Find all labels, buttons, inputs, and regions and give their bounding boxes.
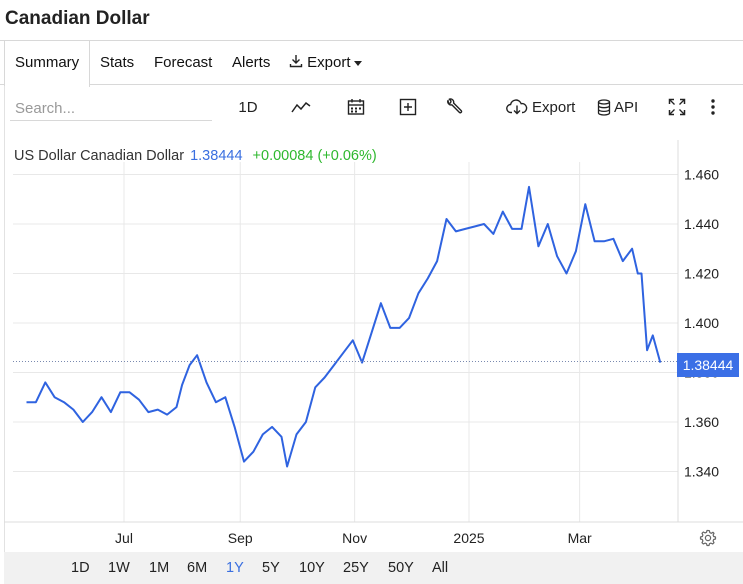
chart-export-button[interactable]: Export: [506, 93, 578, 121]
x-axis: Jul Sep Nov 2025 Mar: [115, 530, 592, 546]
range-selector: 1D 1W 1M 6M 1Y 5Y 10Y 25Y 50Y All: [4, 552, 743, 584]
tab-forecast-label: Forecast: [154, 54, 213, 71]
y-tick-label: 1.340: [684, 464, 719, 480]
y-tick-label: 1.460: [684, 167, 719, 183]
cloud-download-icon: [506, 99, 528, 115]
top-tab-bar: Summary Stats Forecast Alerts Export: [0, 40, 743, 87]
tab-stats-label: Stats: [100, 54, 135, 71]
range-all-button[interactable]: All: [432, 560, 449, 576]
tab-summary-label: Summary: [15, 54, 80, 71]
quote-summary: US Dollar Canadian Dollar 1.38444 +0.000…: [14, 148, 377, 164]
chart-settings-button[interactable]: [698, 528, 718, 548]
page-title: Canadian Dollar: [5, 8, 150, 29]
quote-change: +0.00084 (+0.06%): [252, 148, 377, 164]
last-price-tag: 1.38444: [677, 353, 739, 377]
range-1y-button[interactable]: 1Y: [226, 560, 244, 576]
x-tick-label: Sep: [228, 530, 253, 546]
range-10y-button[interactable]: 10Y: [299, 560, 325, 576]
date-range-button[interactable]: [346, 93, 366, 121]
tab-alerts[interactable]: Alerts: [232, 41, 270, 85]
settings-tool-button[interactable]: [444, 93, 464, 121]
tab-stats[interactable]: Stats: [100, 41, 134, 85]
tab-summary[interactable]: Summary: [4, 41, 90, 87]
range-6m-button[interactable]: 6M: [187, 560, 208, 576]
tab-export-dropdown[interactable]: Export: [289, 41, 362, 85]
x-tick-label: 2025: [453, 530, 484, 546]
range-50y-button[interactable]: 50Y: [388, 560, 414, 576]
add-indicator-button[interactable]: [398, 93, 418, 121]
api-button[interactable]: API: [597, 93, 643, 121]
tab-alerts-label: Alerts: [232, 54, 271, 71]
database-icon: [597, 98, 611, 116]
chart-grid: [4, 140, 743, 523]
fullscreen-icon: [668, 98, 686, 116]
x-tick-label: Mar: [568, 530, 592, 546]
series-line: [26, 185, 662, 468]
quote-price: 1.38444: [190, 148, 243, 164]
y-tick-label: 1.400: [684, 315, 719, 331]
x-tick-label: Jul: [115, 530, 133, 546]
gear-icon: [699, 529, 717, 547]
y-tick-label: 1.360: [684, 414, 719, 430]
tab-export-label: Export: [307, 54, 351, 71]
chart-panel: [4, 86, 743, 584]
chevron-down-icon: [353, 60, 362, 66]
chart-series: [13, 185, 678, 468]
fullscreen-button[interactable]: [666, 93, 688, 121]
calendar-icon: [347, 99, 365, 115]
interval-button[interactable]: 1D: [236, 93, 260, 121]
range-1m-button[interactable]: 1M: [149, 560, 170, 576]
search-input[interactable]: [10, 97, 212, 121]
api-label: API: [614, 98, 639, 116]
chart-type-button[interactable]: [290, 93, 312, 121]
line-chart-icon: [291, 101, 311, 113]
chart-export-label: Export: [532, 98, 576, 116]
plus-square-icon: [399, 98, 417, 116]
range-1w-button[interactable]: 1W: [108, 560, 130, 576]
range-1d-button[interactable]: 1D: [71, 560, 90, 576]
tab-forecast[interactable]: Forecast: [154, 41, 212, 85]
range-25y-button[interactable]: 25Y: [343, 560, 369, 576]
download-icon: [289, 55, 303, 68]
range-5y-button[interactable]: 5Y: [262, 560, 280, 576]
wrench-icon: [447, 98, 463, 114]
quote-name: US Dollar Canadian Dollar: [14, 148, 185, 164]
more-vertical-icon: [711, 99, 715, 115]
more-options-button[interactable]: [706, 93, 720, 121]
y-tick-label: 1.420: [684, 266, 719, 282]
y-tick-label: 1.440: [684, 216, 719, 232]
x-tick-label: Nov: [342, 530, 367, 546]
interval-label: 1D: [238, 98, 258, 116]
